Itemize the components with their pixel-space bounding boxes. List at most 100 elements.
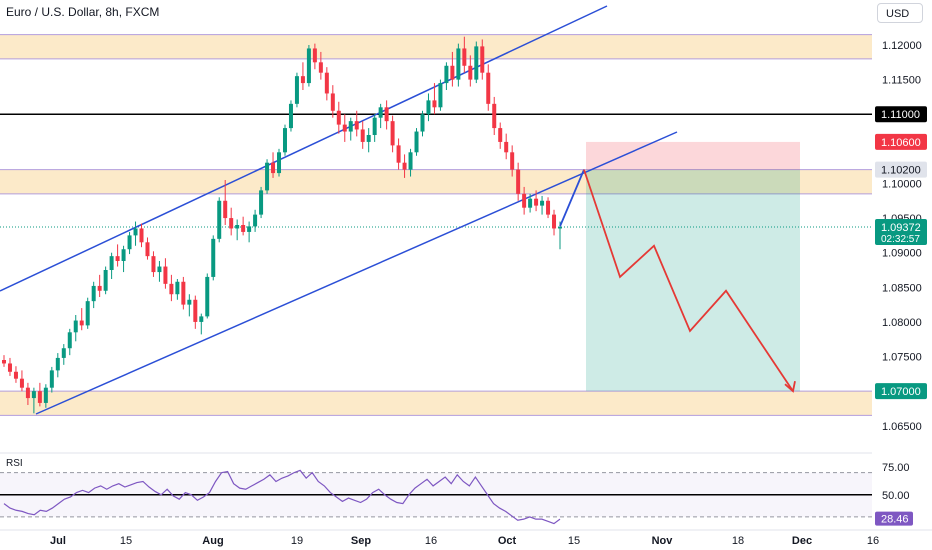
candle-body: [432, 100, 437, 108]
candle-body: [486, 72, 491, 104]
candle-body: [552, 214, 557, 229]
stop-zone: [586, 141, 800, 170]
rsi-tick-label: 50.00: [882, 490, 910, 502]
candle-body: [217, 200, 222, 239]
candle-body: [277, 152, 282, 174]
price-axis-bg: [872, 0, 932, 530]
price-badge-text: 1.10200: [881, 165, 921, 177]
candle: [91, 281, 96, 309]
zone-0: [0, 34, 872, 59]
time-tick-label: 19: [291, 535, 303, 547]
candle: [552, 209, 557, 236]
candle: [486, 64, 491, 111]
candle-body: [7, 363, 12, 372]
candle: [259, 186, 264, 219]
target-zone: [586, 169, 800, 392]
candle-body: [163, 266, 168, 284]
price-badge: 1.10600: [875, 133, 927, 150]
price-badge-bg: [875, 218, 927, 245]
price-badge: 1.07000: [875, 383, 927, 400]
candle: [253, 209, 258, 232]
projection-path[interactable]: [559, 169, 796, 393]
candle-body: [25, 387, 30, 399]
candle-body: [558, 227, 562, 229]
candle: [480, 39, 485, 80]
candle: [133, 221, 138, 246]
candle-body: [193, 299, 198, 322]
short-position-tool[interactable]: [586, 141, 800, 392]
candle-body: [306, 48, 311, 84]
candle: [151, 251, 156, 277]
candle-body: [294, 76, 299, 104]
candle-body: [175, 281, 180, 295]
candle: [294, 72, 299, 108]
candle: [121, 245, 126, 273]
candle-body: [109, 256, 114, 270]
candle: [438, 79, 443, 111]
price-tick-label: 1.06500: [882, 421, 922, 433]
candle-body: [324, 72, 329, 94]
candle: [336, 101, 341, 134]
candle: [229, 207, 234, 236]
price-badge-text: 1.09372: [881, 222, 921, 234]
candle: [139, 223, 144, 248]
candle-body: [534, 198, 539, 206]
candle-body: [61, 348, 66, 358]
time-tick-label: 16: [425, 535, 437, 547]
candle: [312, 43, 317, 70]
candle-body: [372, 117, 377, 135]
candle: [516, 162, 521, 201]
candle-body: [139, 228, 144, 243]
candle: [396, 138, 401, 170]
candle-body: [450, 65, 455, 80]
candle: [73, 315, 78, 342]
candle: [199, 313, 204, 335]
price-badge-bg: [875, 106, 927, 123]
countdown-text: 02:32:57: [881, 234, 920, 245]
candle-body: [2, 360, 6, 364]
candle-body: [288, 103, 293, 129]
candle-body: [169, 283, 174, 295]
candle: [432, 83, 437, 115]
candle-body: [516, 169, 521, 194]
price-tick-label: 1.08000: [882, 317, 922, 329]
candle: [384, 100, 389, 130]
candle-body: [13, 371, 18, 379]
candle-body: [19, 378, 24, 388]
candle: [157, 261, 162, 282]
chart-title: Euro / U.S. Dollar, 8h, FXCM: [6, 5, 160, 19]
candle: [163, 258, 168, 289]
candle-body: [253, 214, 258, 227]
candle-body: [390, 121, 395, 146]
candle: [378, 103, 383, 129]
projection-up-leg: [559, 169, 585, 227]
candle: [211, 235, 216, 281]
time-axis[interactable]: Jul 15 Aug 19 Sep 16 Oct 15 Nov 18 Dec 16: [0, 529, 932, 547]
candle: [528, 193, 533, 213]
candle-body: [546, 200, 551, 215]
candle: [510, 145, 515, 177]
currency-button[interactable]: USD: [877, 3, 923, 23]
time-tick-label: 18: [732, 535, 744, 547]
trend-channel[interactable]: [0, 5, 678, 415]
candle-body: [67, 332, 72, 349]
candle: [115, 244, 120, 267]
channel-lower: [35, 131, 678, 415]
candle-body: [420, 114, 425, 132]
time-tick-label: 16: [867, 535, 879, 547]
candle: [2, 355, 6, 367]
candle-body: [91, 285, 96, 302]
candle-body: [145, 242, 150, 257]
price-tick-label: 1.09000: [882, 248, 922, 260]
price-axis[interactable]: 1.120001.115001.100001.095001.090001.085…: [872, 0, 932, 530]
candle: [37, 382, 42, 407]
candle: [187, 294, 192, 317]
candle-body: [181, 281, 186, 305]
candle-body: [187, 299, 192, 305]
candle: [450, 51, 455, 87]
candle: [235, 219, 240, 241]
candle-body: [342, 124, 347, 132]
candle-body: [330, 93, 335, 111]
candle-body: [396, 145, 401, 163]
